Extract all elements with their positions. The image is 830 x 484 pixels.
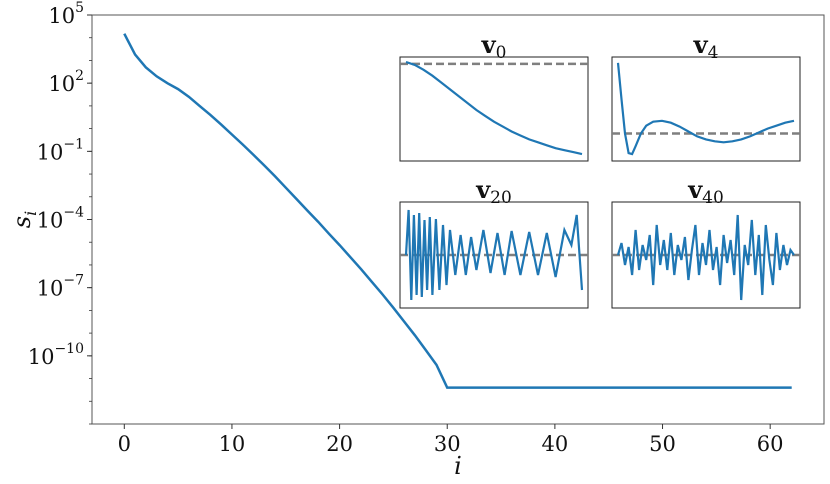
inset-v4: v4 (611, 30, 801, 162)
inset-vector-line (404, 209, 584, 301)
y-tick-label: 105 (48, 0, 84, 28)
inset-v0: v0 (399, 30, 589, 162)
y-tick-base: 10 (28, 345, 55, 369)
y-tick-label: 10−1 (37, 136, 84, 164)
inset-title-sub: 0 (496, 43, 507, 63)
y-tick-base: 10 (37, 209, 64, 233)
y-tick-exponent: −1 (63, 136, 84, 152)
inset-title-base: v (481, 30, 497, 59)
y-tick-label: 10−10 (28, 341, 84, 369)
y-tick-label: 10−4 (37, 205, 84, 233)
inset-frame (611, 56, 801, 162)
inset-title-base: v (475, 175, 491, 204)
y-tick-base: 10 (37, 140, 64, 164)
x-tick-label: 60 (757, 432, 784, 456)
inset-title: v40 (687, 175, 724, 208)
y-tick-base: 10 (48, 4, 75, 28)
y-tick-base: 10 (37, 277, 64, 301)
y-tick-base: 10 (48, 72, 75, 96)
y-tick-exponent: 2 (75, 68, 84, 84)
inset-vector-line (405, 60, 583, 156)
inset-title: v20 (475, 175, 512, 208)
inset-title: v0 (481, 30, 507, 63)
inset-title-sub: 40 (702, 188, 724, 208)
inset-vector-line (616, 214, 795, 301)
y-tick-exponent: −7 (63, 273, 84, 289)
x-tick-label: 10 (219, 432, 246, 456)
y-axis-label-base: s (8, 216, 36, 228)
x-axis-label: i (454, 452, 462, 480)
inset-title-base: v (687, 175, 703, 204)
y-tick-exponent: −4 (63, 205, 84, 221)
x-tick-label: 0 (118, 432, 131, 456)
singular-value-line (123, 33, 792, 389)
inset-title-sub: 4 (708, 43, 719, 63)
inset-title-sub: 20 (490, 188, 512, 208)
inset-vector-line (616, 62, 795, 156)
inset-title-base: v (693, 30, 709, 59)
y-axis-label: si (8, 211, 40, 228)
y-tick-label: 102 (48, 68, 84, 96)
y-tick-exponent: −10 (54, 341, 84, 357)
x-tick-label: 50 (649, 432, 676, 456)
x-tick-label: 30 (434, 432, 461, 456)
y-tick-label: 10−7 (37, 273, 84, 301)
inset-title: v4 (693, 30, 719, 63)
y-tick-exponent: 5 (75, 0, 84, 16)
x-tick-label: 20 (326, 432, 353, 456)
inset-v40: v40 (611, 175, 801, 309)
inset-v20: v20 (399, 175, 589, 309)
y-axis-label-sub: i (21, 211, 40, 216)
x-tick-label: 40 (542, 432, 569, 456)
